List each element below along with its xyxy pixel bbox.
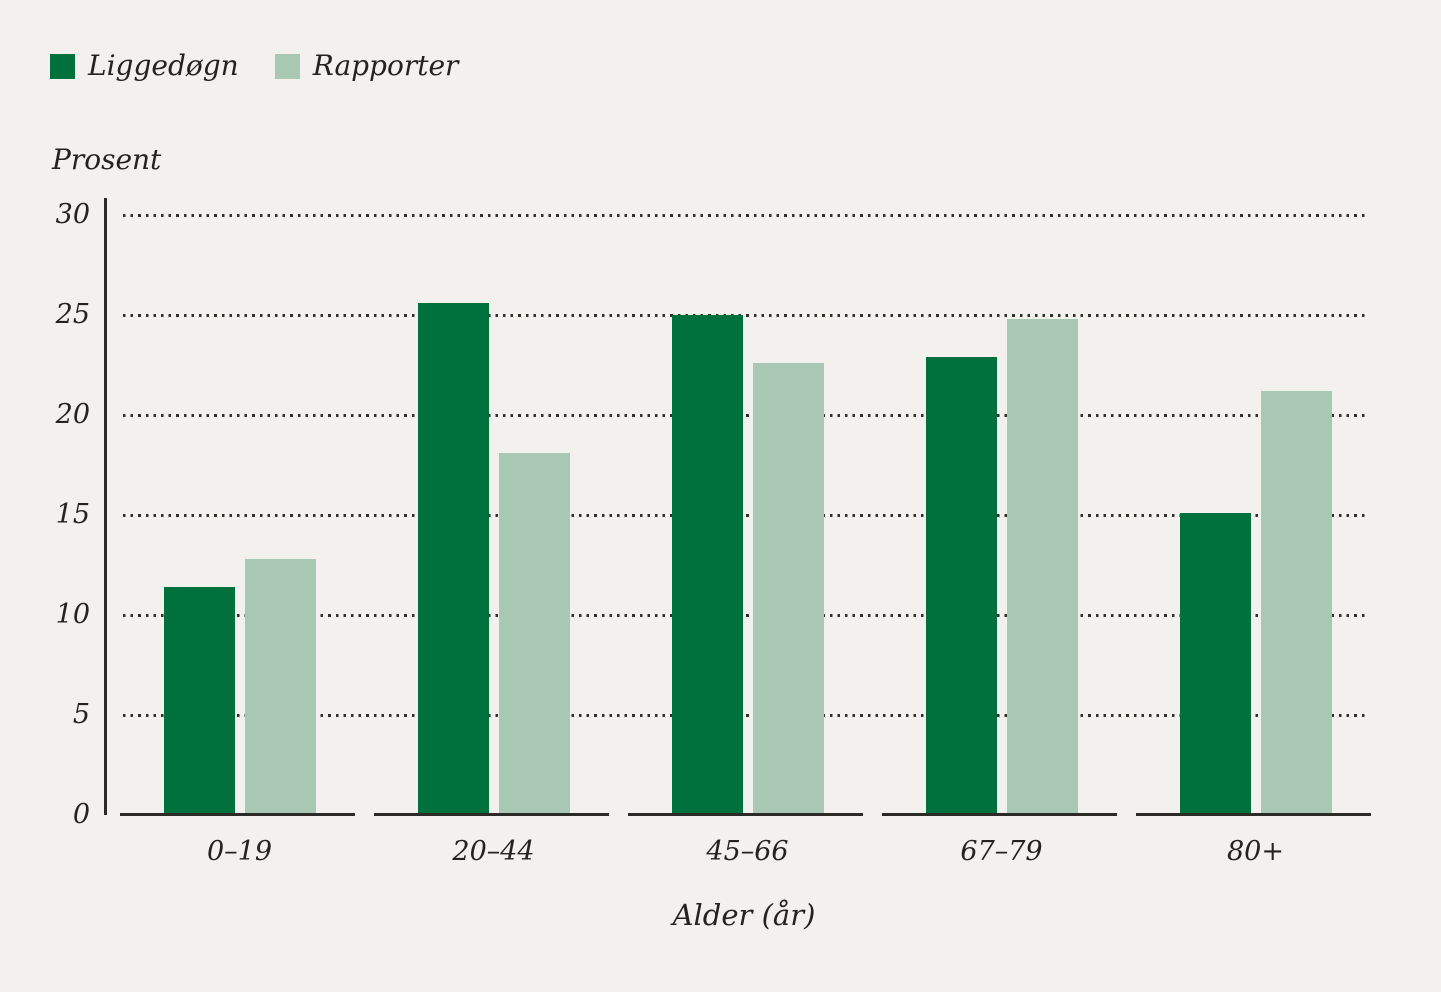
y-axis-line	[104, 198, 107, 815]
y-tick-label-5: 5	[72, 699, 90, 730]
legend-swatch-rapporter	[274, 53, 300, 79]
gridline-25	[123, 314, 1365, 317]
bar-rapporter-4	[1260, 391, 1332, 813]
gridline-5	[123, 714, 1365, 717]
gridline-20	[123, 414, 1365, 417]
y-tick-label-30: 30	[55, 199, 90, 230]
gridline-10	[123, 614, 1365, 617]
x-axis-segment-3	[882, 813, 1117, 816]
y-tick-label-15: 15	[55, 499, 90, 530]
x-tick-label-3: 67–79	[960, 836, 1043, 867]
x-tick-label-1: 20–44	[452, 836, 535, 867]
x-axis-segment-2	[628, 813, 863, 816]
bar-rapporter-3	[1006, 319, 1078, 813]
bar-liggedøgn-1	[417, 303, 489, 813]
bar-rapporter-0	[244, 559, 316, 813]
x-axis-segment-1	[374, 813, 609, 816]
x-axis-title: Alder (år)	[672, 898, 816, 932]
bar-liggedøgn-4	[1179, 513, 1251, 813]
bar-liggedøgn-0	[163, 587, 235, 813]
y-tick-label-25: 25	[55, 299, 90, 330]
x-axis-segment-4	[1136, 813, 1371, 816]
y-axis-title: Prosent	[52, 143, 162, 176]
gridline-15	[123, 514, 1365, 517]
y-tick-label-20: 20	[55, 399, 90, 430]
x-axis-segment-0	[120, 813, 355, 816]
legend-swatch-liggedogn	[50, 53, 75, 79]
bar-liggedøgn-2	[671, 315, 743, 813]
legend: Liggedøgn Rapporter	[50, 52, 458, 80]
y-tick-label-10: 10	[55, 599, 90, 630]
y-tick-label-0: 0	[72, 799, 90, 830]
bar-liggedøgn-3	[925, 357, 997, 813]
gridline-30	[123, 214, 1365, 217]
x-tick-label-0: 0–19	[206, 836, 273, 867]
bar-rapporter-2	[752, 363, 824, 813]
legend-label-liggedogn: Liggedøgn	[88, 49, 239, 82]
legend-item-liggedogn: Liggedøgn	[50, 52, 239, 80]
legend-label-rapporter: Rapporter	[312, 49, 459, 82]
x-tick-label-4: 80+	[1227, 836, 1284, 867]
legend-item-rapporter: Rapporter	[274, 49, 459, 82]
x-tick-label-2: 45–66	[706, 836, 789, 867]
bar-rapporter-1	[498, 453, 570, 813]
